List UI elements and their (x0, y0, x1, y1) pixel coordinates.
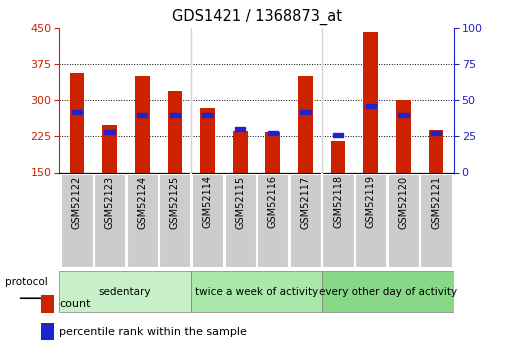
Bar (257, 175, 288, 267)
Text: GSM52116: GSM52116 (268, 175, 278, 228)
Text: every other day of activity: every other day of activity (319, 287, 457, 296)
Bar (72, 110, 82, 114)
Text: GSM52115: GSM52115 (235, 175, 245, 228)
Text: sedentary: sedentary (98, 287, 151, 296)
Bar (429, 130, 443, 172)
Text: percentile rank within the sample: percentile rank within the sample (59, 326, 247, 336)
Text: protocol: protocol (5, 277, 48, 287)
Text: twice a week of activity: twice a week of activity (195, 287, 318, 296)
Bar (127, 175, 158, 267)
Bar (70, 73, 84, 172)
Bar (191, 271, 322, 312)
Bar (235, 127, 245, 131)
Bar (323, 175, 354, 267)
Bar (396, 100, 411, 172)
Bar (233, 131, 247, 172)
Bar (59, 271, 191, 312)
Text: GSM52121: GSM52121 (431, 175, 441, 228)
Bar (170, 112, 180, 117)
Text: GSM52114: GSM52114 (203, 175, 212, 228)
Bar (94, 175, 125, 267)
Bar (41, 323, 54, 340)
Text: GSM52119: GSM52119 (366, 175, 376, 228)
Bar (137, 112, 147, 117)
Bar (355, 175, 386, 267)
Bar (104, 130, 115, 134)
Bar (200, 108, 215, 172)
Bar (431, 131, 441, 135)
Bar (388, 175, 419, 267)
Bar (61, 175, 93, 267)
Bar (333, 133, 343, 137)
Bar (135, 76, 150, 172)
Bar (202, 112, 213, 117)
Bar (225, 175, 256, 267)
Bar (290, 175, 321, 267)
Bar (268, 131, 278, 135)
Bar (366, 104, 376, 108)
Bar (265, 132, 280, 172)
Text: GSM52117: GSM52117 (301, 175, 310, 228)
Text: GSM52123: GSM52123 (105, 175, 114, 228)
Bar (300, 110, 311, 114)
Bar (192, 175, 223, 267)
Text: GSM52125: GSM52125 (170, 175, 180, 229)
Bar (331, 141, 345, 172)
Bar (420, 175, 452, 267)
Bar (159, 175, 190, 267)
Text: GSM52120: GSM52120 (399, 175, 408, 228)
Text: GSM52124: GSM52124 (137, 175, 147, 228)
Bar (322, 271, 454, 312)
Bar (398, 112, 409, 117)
Text: count: count (59, 299, 90, 309)
Bar (102, 125, 117, 172)
Bar (41, 295, 54, 313)
Bar (363, 32, 378, 173)
Bar (168, 91, 182, 172)
Bar (298, 76, 313, 172)
Text: GSM52122: GSM52122 (72, 175, 82, 229)
Text: GSM52118: GSM52118 (333, 175, 343, 228)
Text: GDS1421 / 1368873_at: GDS1421 / 1368873_at (171, 9, 342, 25)
